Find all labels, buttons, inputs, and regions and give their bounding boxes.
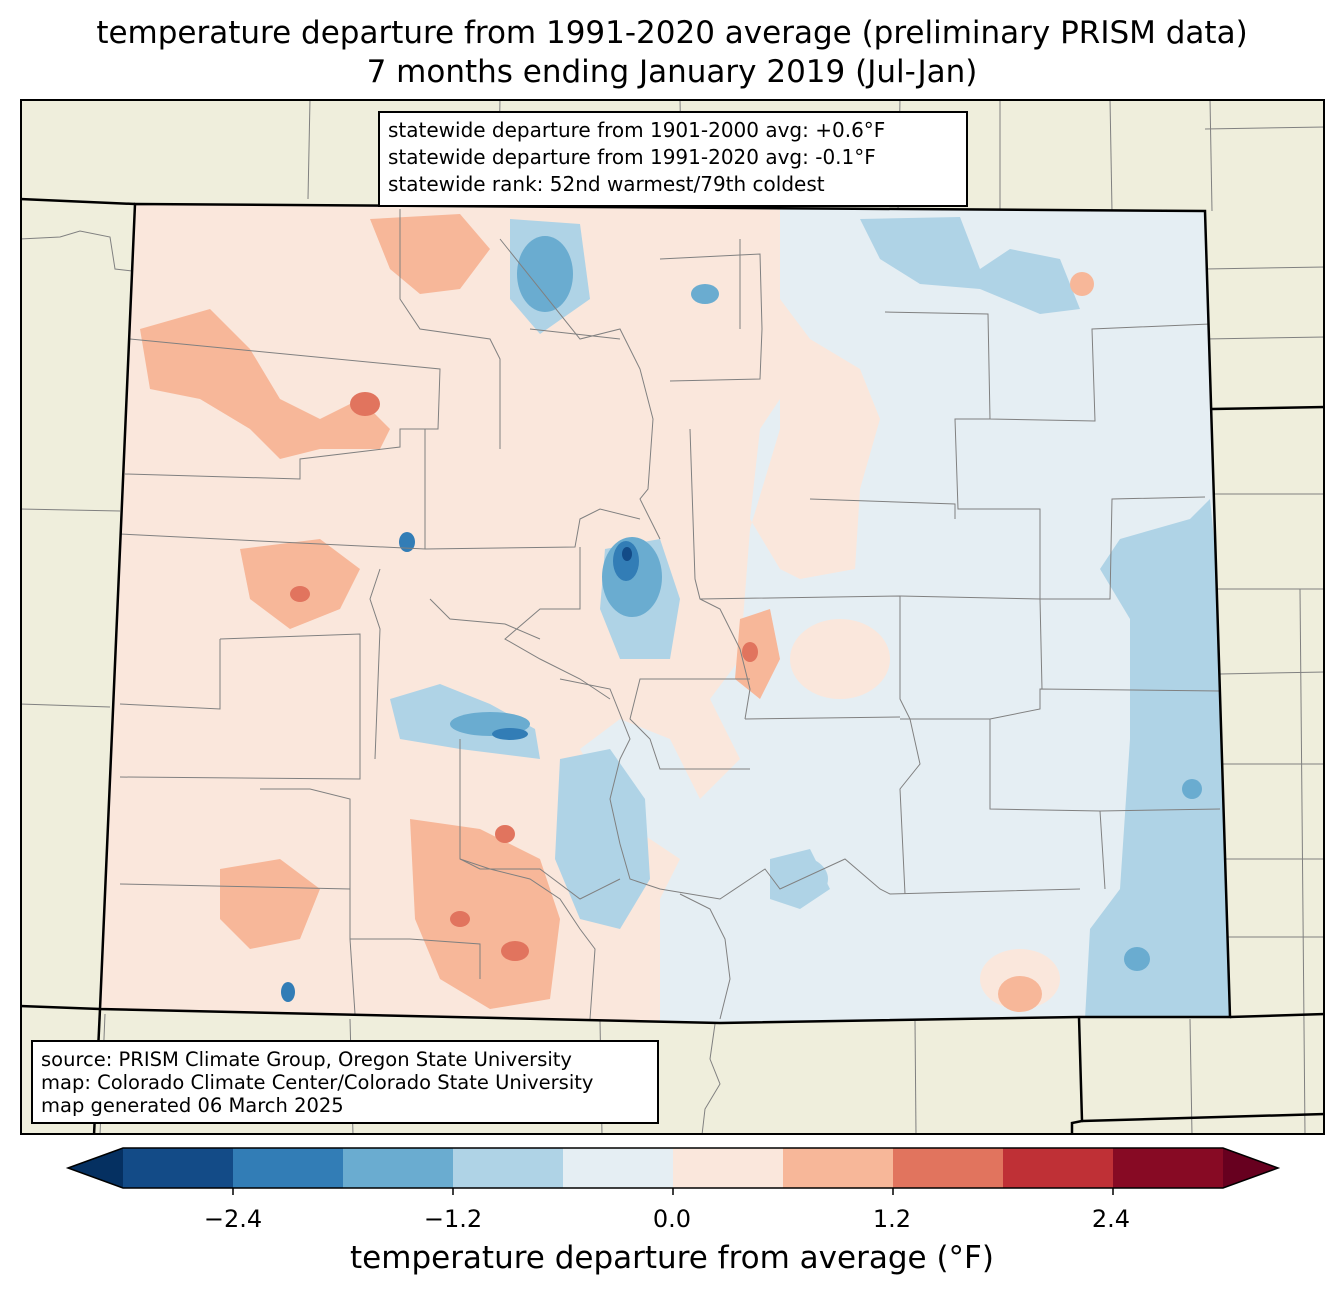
colorbar-over-extend (1223, 1148, 1278, 1188)
cold-spot-sanjuan-2 (492, 728, 528, 740)
colorado-temperature-map (20, 99, 1325, 1135)
stats-line-1901-2000: statewide departure from 1901-2000 avg: … (388, 118, 886, 142)
colorbar-segment (233, 1148, 344, 1188)
colorbar-segment (673, 1148, 784, 1188)
cold-spot-north (517, 236, 573, 312)
colorbar-segment (893, 1148, 1004, 1188)
stats-line-1991-2020: statewide departure from 1991-2020 avg: … (388, 145, 876, 169)
warm-spot-ne (1070, 272, 1094, 296)
colorbar-tick-label: −2.4 (203, 1205, 263, 1233)
hot-spot-4 (495, 825, 515, 843)
map-frame (20, 99, 1325, 1135)
colorbar-outline (65, 1147, 1281, 1189)
cool-region-south-central (555, 749, 650, 929)
cold-spot-west (399, 532, 415, 552)
hot-spot-5 (450, 911, 470, 927)
cold-spot-central-3 (622, 547, 632, 561)
cold-spot-se-2 (772, 857, 828, 901)
cold-spot-central-2 (613, 541, 639, 581)
colorbar-segment (783, 1148, 894, 1188)
colorbar (65, 1147, 1281, 1195)
map-title-line1: temperature departure from 1991-2020 ave… (96, 15, 1248, 51)
warm-patch-sw2 (220, 859, 320, 949)
colorbar-under-extend (68, 1148, 123, 1188)
colorbar-segment (343, 1148, 454, 1188)
colorbar-tick-label: 2.4 (1091, 1205, 1131, 1233)
cool-region-northeast (860, 217, 1080, 314)
colorbar-segment (1003, 1148, 1114, 1188)
stats-line-rank: statewide rank: 52nd warmest/79th coldes… (388, 172, 825, 196)
source-line-map: map: Colorado Climate Center/Colorado St… (41, 1071, 594, 1094)
neighbor-state-borders (20, 197, 1325, 1135)
colorbar-label: temperature departure from average (°F) (350, 1240, 994, 1276)
warm-spot-east-1 (790, 419, 870, 479)
colorbar-segment (123, 1148, 234, 1188)
hot-spot-3 (742, 642, 758, 662)
cool-region-east (1085, 499, 1230, 1019)
cold-spot-sw (281, 982, 295, 1002)
colorbar-tick-label: 0.0 (652, 1205, 692, 1233)
colorbar-segment (453, 1148, 564, 1188)
colorbar-segment (563, 1148, 674, 1188)
warm-patch-west (240, 539, 360, 629)
cold-spot-east (1182, 779, 1202, 799)
cold-spot-se (1124, 947, 1150, 971)
statewide-stats-box: statewide departure from 1901-2000 avg: … (378, 111, 968, 207)
colorbar-tick-label: 1.2 (872, 1205, 912, 1233)
warm-spot-east-2 (790, 619, 890, 699)
colorbar-tick-label: −1.2 (423, 1205, 483, 1233)
hot-spot-6 (501, 941, 529, 961)
source-line-prism: source: PRISM Climate Group, Oregon Stat… (41, 1048, 572, 1071)
warm-spot-southeast-2 (998, 976, 1042, 1012)
hot-spot-1 (350, 392, 380, 416)
source-line-date: map generated 06 March 2025 (41, 1094, 344, 1117)
map-title-line2: 7 months ending January 2019 (Jul-Jan) (366, 54, 978, 90)
source-box: source: PRISM Climate Group, Oregon Stat… (31, 1040, 659, 1124)
county-lines (119, 209, 1221, 1020)
cold-spot-north-2 (691, 284, 719, 304)
colorbar-segment (1113, 1148, 1224, 1188)
warm-patch-southwest (410, 819, 560, 1009)
hot-spot-2 (290, 586, 310, 602)
